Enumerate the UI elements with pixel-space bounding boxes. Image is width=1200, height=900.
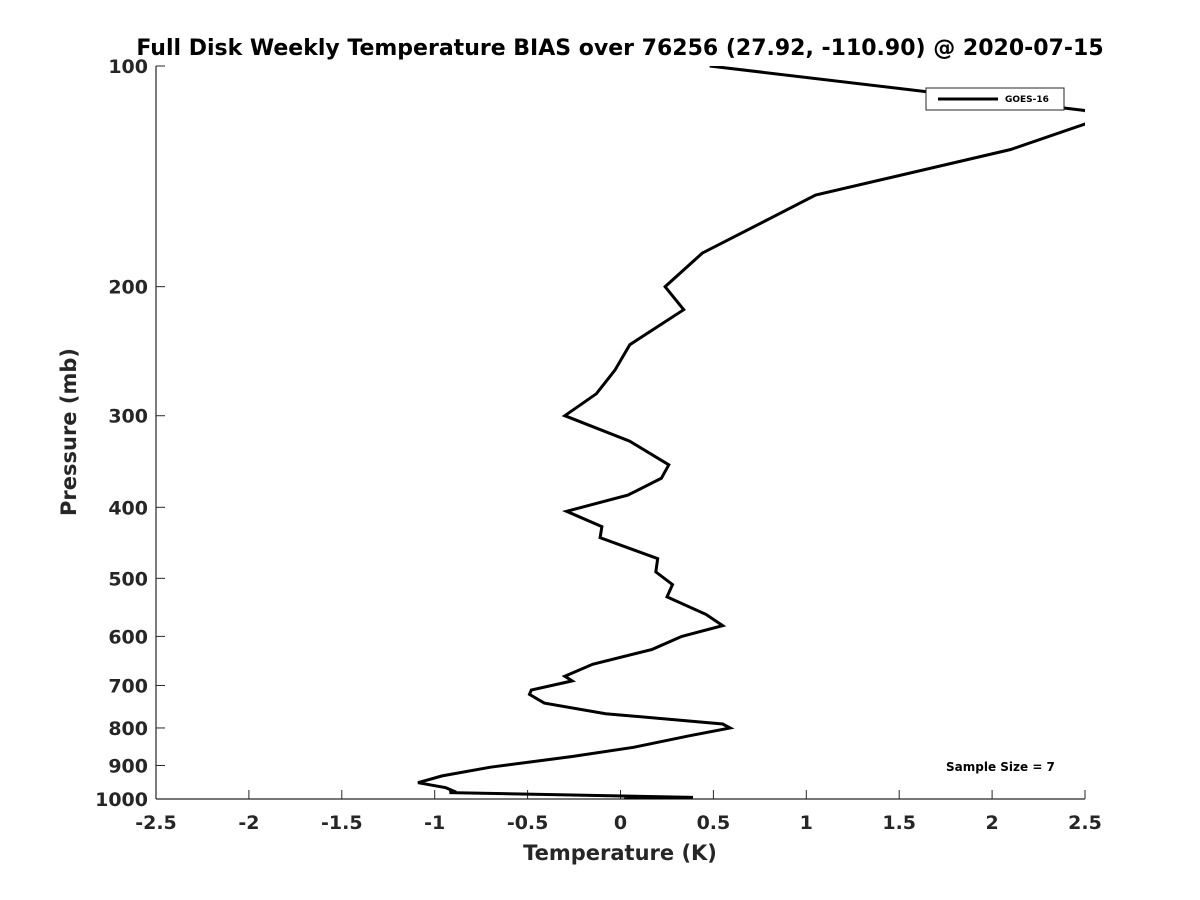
x-tick-label: 2: [985, 812, 998, 834]
chart-title: Full Disk Weekly Temperature BIAS over 7…: [136, 36, 1103, 61]
sample-size-annotation: Sample Size = 7: [946, 760, 1055, 774]
x-tick-label: -2: [238, 812, 259, 834]
y-tick-label: 300: [108, 406, 148, 428]
x-tick-label: -0.5: [507, 812, 549, 834]
x-tick-label: 2.5: [1068, 812, 1102, 834]
y-tick-label: 600: [108, 626, 148, 648]
x-tick-label: -2.5: [135, 812, 177, 834]
x-tick-label: -1.5: [321, 812, 363, 834]
legend-label-goes-16: GOES-16: [1005, 95, 1049, 105]
x-tick-label: 0.5: [697, 812, 731, 834]
plot-area: -2.5 -2 -1.5 -1 -0.5 0 0.5 1 1.5 2 2.5 100 200 300 40…: [95, 56, 1102, 834]
series-line-goes-16: [417, 66, 1085, 799]
y-tick-label: 1000: [95, 789, 148, 811]
x-tick-label: 1: [800, 812, 813, 834]
y-tick-label: 400: [108, 497, 148, 519]
y-tick-label: 200: [108, 277, 148, 299]
y-tick-label: 700: [108, 675, 148, 697]
x-axis-label: Temperature (K): [523, 841, 717, 865]
legend: GOES-16: [925, 87, 1065, 111]
series-layer: [417, 66, 1085, 799]
x-tick-label: -1: [424, 812, 445, 834]
y-ticks: 100 200 300 400 500 600 700 800 900 1000: [95, 56, 165, 811]
y-tick-label: 900: [108, 755, 148, 777]
x-tick-label: 0: [614, 812, 627, 834]
y-axis-label: Pressure (mb): [57, 348, 81, 516]
y-tick-label: 800: [108, 718, 148, 740]
y-tick-label: 500: [108, 568, 148, 590]
y-tick-label: 100: [108, 56, 148, 78]
x-ticks: -2.5 -2 -1.5 -1 -0.5 0 0.5 1 1.5 2 2.5: [135, 790, 1102, 834]
x-tick-label: 1.5: [882, 812, 916, 834]
